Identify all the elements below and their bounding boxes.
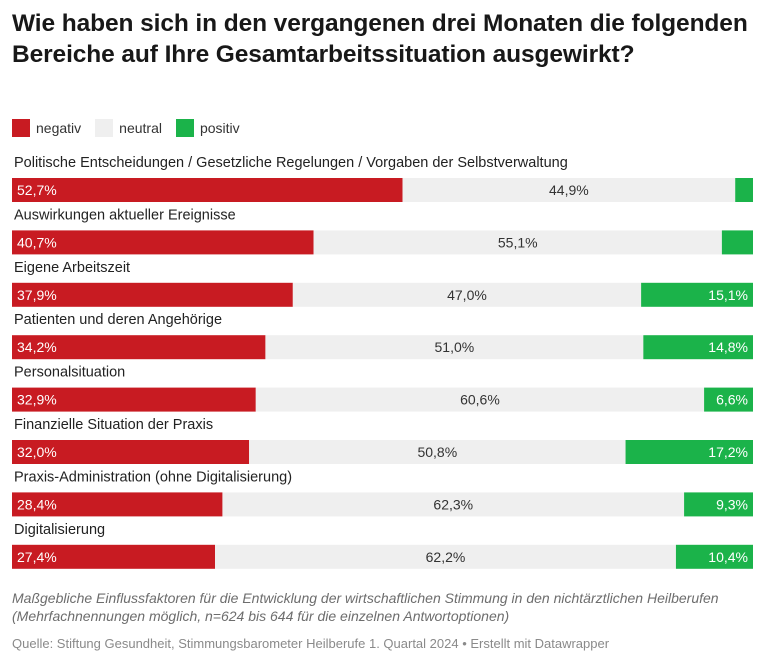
data-label-negativ: 40,7% (17, 234, 57, 250)
legend-item-positiv: positiv (175, 119, 240, 137)
data-label-neutral: 44,9% (549, 182, 589, 198)
bar-negativ (12, 282, 293, 307)
legend-label-negativ: negativ (36, 120, 82, 136)
data-label-positiv: 15,1% (708, 287, 748, 303)
data-label-neutral: 55,1% (498, 234, 538, 250)
bar-positiv (735, 178, 753, 202)
data-label-positiv: 17,2% (708, 444, 748, 460)
bar-neutral (249, 440, 626, 464)
data-label-neutral: 62,3% (433, 496, 473, 512)
bar-negativ (12, 440, 250, 464)
bar-positiv (643, 335, 753, 360)
data-label-negativ: 32,0% (17, 444, 57, 460)
data-label-negativ: 27,4% (17, 549, 57, 565)
data-label-negativ: 37,9% (17, 287, 57, 303)
data-label-neutral: 50,8% (417, 444, 457, 460)
category-label: Personalsituation (14, 365, 125, 381)
category-label: Finanzielle Situation der Praxis (14, 417, 213, 433)
legend-item-neutral: neutral (95, 119, 162, 137)
bar-positiv (625, 440, 753, 464)
category-label: Politische Entscheidungen / Gesetzliche … (14, 155, 568, 171)
bar-neutral (402, 178, 736, 202)
data-label-neutral: 60,6% (460, 392, 500, 408)
bar-positiv (721, 230, 753, 255)
data-label-positiv: 14,8% (708, 339, 748, 355)
bar-positiv (684, 492, 753, 517)
bar-negativ (12, 230, 314, 255)
bar-positiv (641, 282, 753, 307)
bar-negativ (12, 544, 216, 569)
data-label-positiv: 10,4% (708, 549, 748, 565)
category-label: Eigene Arbeitszeit (14, 260, 130, 276)
bar-negativ (12, 178, 403, 202)
data-label-neutral: 62,2% (426, 549, 466, 565)
chart-title: Wie haben sich in den vergangenen drei M… (12, 10, 748, 68)
bar-neutral (292, 282, 642, 307)
stacked-bar-chart: Politische Entscheidungen / Gesetzliche … (12, 155, 753, 569)
data-label-negativ: 32,9% (17, 392, 57, 408)
bar-negativ (12, 387, 256, 412)
data-label-negativ: 52,7% (17, 182, 57, 198)
legend-swatch-positiv (175, 119, 194, 137)
bar-positiv (675, 544, 753, 569)
category-label: Praxis-Administration (ohne Digitalisier… (14, 469, 292, 485)
bar-negativ (12, 335, 266, 360)
bar-neutral (265, 335, 644, 360)
legend-swatch-negativ (12, 119, 30, 137)
data-label-positiv: 6,6% (716, 392, 748, 408)
category-label: Patienten und deren Angehörige (14, 312, 222, 328)
legend-label-positiv: positiv (199, 120, 240, 136)
data-label-neutral: 47,0% (447, 287, 487, 303)
bar-neutral (255, 387, 705, 412)
legend-item-negativ: negativ (12, 119, 81, 137)
data-label-negativ: 34,2% (17, 339, 57, 355)
data-label-positiv: 9,3% (716, 496, 748, 512)
data-label-neutral: 51,0% (435, 339, 475, 355)
bar-neutral (222, 492, 685, 517)
chart-notes: Maßgebliche Einflussfaktoren für die Ent… (12, 590, 719, 624)
legend: negativ neutral positiv (12, 118, 254, 138)
bar-neutral (313, 230, 722, 255)
category-label: Digitalisierung (14, 522, 105, 538)
category-label: Auswirkungen aktueller Ereignisse (14, 207, 236, 223)
chart-source: Quelle: Stiftung Gesundheit, Stimmungsba… (12, 636, 610, 651)
bar-neutral (215, 544, 676, 569)
legend-label-neutral: neutral (119, 120, 162, 136)
legend-swatch-neutral (95, 119, 114, 137)
data-label-negativ: 28,4% (17, 496, 57, 512)
bar-positiv (704, 387, 753, 412)
bar-negativ (12, 492, 223, 517)
